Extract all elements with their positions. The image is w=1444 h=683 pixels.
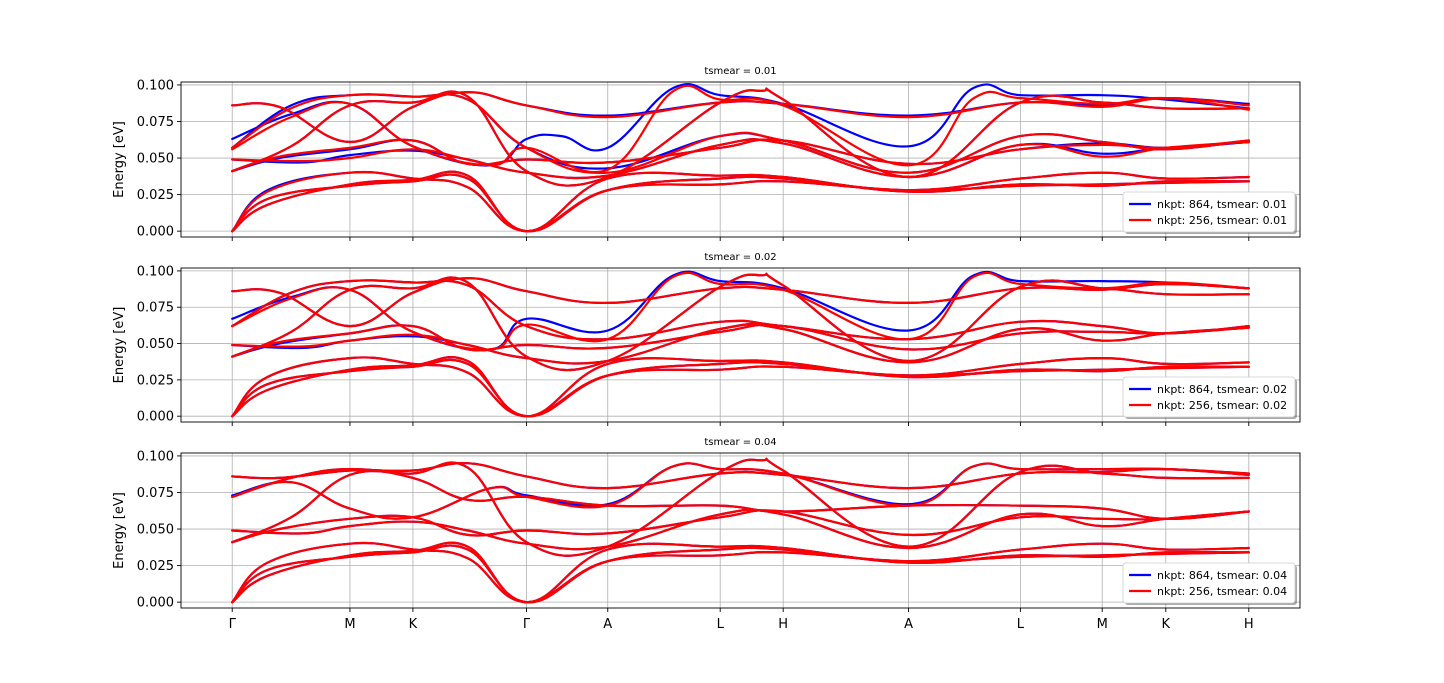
y-tick-label-0: 0.000 [137, 225, 174, 240]
x-tick-label-3: Γ [523, 617, 531, 632]
series-2-band-7 [231, 462, 1250, 490]
x-tick-label-8: L [1017, 617, 1025, 632]
y-tick-label-1: 0.025 [137, 373, 174, 388]
legend-entry-2: nkpt: 256, tsmear: 0.01 [1157, 214, 1287, 227]
series-lines [231, 270, 1250, 418]
series-2-band-3 [231, 170, 1250, 233]
y-tick-label-1: 0.025 [137, 559, 174, 574]
legend-entry-2: nkpt: 256, tsmear: 0.04 [1157, 585, 1287, 598]
panel-1: 0.000 0.025 0.050 0.075 0.100 tsmear = 0.01 En… [112, 66, 1301, 241]
y-tick-label-4: 0.100 [137, 264, 174, 279]
legend-entry-1: nkpt: 864, tsmear: 0.02 [1157, 383, 1287, 396]
panel-2: 0.000 0.025 0.050 0.075 0.100 tsmear = 0.02 En… [112, 252, 1301, 426]
series-2-band-5 [231, 508, 1250, 551]
series-2-band-2 [231, 542, 1250, 604]
y-tick-label-0: 0.000 [137, 596, 174, 611]
x-tick-label-6: H [778, 617, 788, 632]
panel-title: tsmear = 0.01 [704, 66, 776, 77]
y-tick-label-3: 0.075 [137, 486, 174, 501]
y-tick-label-4: 0.100 [137, 78, 174, 93]
panel-3: 0.000 0.025 0.050 0.075 0.100 Γ M K Γ A L H A L M K Htsm… [112, 437, 1301, 632]
x-tick-label-0: Γ [229, 617, 237, 632]
y-axis-label: Energy [eV] [112, 121, 127, 198]
x-tick-label-7: A [904, 617, 913, 632]
y-axis-label: Energy [eV] [112, 307, 127, 384]
legend: nkpt: 864, tsmear: 0.02 nkpt: 256, tsmear… [1122, 376, 1297, 419]
series-lines [231, 457, 1250, 604]
series-2-band-2 [231, 357, 1250, 418]
series-2-band-3 [231, 356, 1250, 418]
x-tick-label-5: L [717, 617, 725, 632]
series-2-band-4 [231, 323, 1250, 358]
series-2-band-3 [231, 541, 1250, 604]
axes-frame [180, 452, 1301, 609]
series-2-band-6 [231, 462, 1250, 520]
series-2-band-2 [231, 171, 1250, 233]
legend: nkpt: 864, tsmear: 0.04 nkpt: 256, tsmear… [1122, 562, 1297, 605]
series-2-band-5 [231, 138, 1250, 180]
series-2-band-9 [231, 457, 1250, 557]
x-tick-label-4: A [603, 617, 612, 632]
series-1-band-7 [231, 277, 1250, 328]
panel-title: tsmear = 0.02 [704, 252, 776, 263]
x-tick-label-2: K [409, 617, 418, 632]
legend-entry-1: nkpt: 864, tsmear: 0.04 [1157, 569, 1287, 582]
series-2-band-8 [231, 93, 1250, 175]
series-2-band-8 [231, 279, 1250, 341]
axes-frame [180, 81, 1301, 238]
y-tick-label-0: 0.000 [137, 410, 174, 425]
series-2-band-7 [231, 277, 1250, 328]
series-2-band-9 [231, 87, 1250, 187]
series-lines [231, 82, 1250, 233]
y-tick-label-3: 0.075 [137, 115, 174, 130]
legend: nkpt: 864, tsmear: 0.01 nkpt: 256, tsmear… [1122, 191, 1297, 234]
y-tick-label-1: 0.025 [137, 188, 174, 203]
y-tick-label-4: 0.100 [137, 449, 174, 464]
series-2-band-6 [231, 84, 1250, 173]
y-tick-label-2: 0.050 [137, 337, 174, 352]
y-tick-label-3: 0.075 [137, 301, 174, 316]
panel-title: tsmear = 0.04 [704, 437, 776, 448]
legend-entry-1: nkpt: 864, tsmear: 0.01 [1157, 198, 1287, 211]
series-2-band-4 [231, 138, 1250, 173]
y-tick-label-2: 0.050 [137, 152, 174, 167]
y-axis-label: Energy [eV] [112, 492, 127, 569]
axes-frame [180, 267, 1301, 423]
x-tick-label-9: M [1097, 617, 1108, 632]
y-tick-label-2: 0.050 [137, 523, 174, 538]
x-tick-label-11: H [1244, 617, 1254, 632]
series-2-band-7 [231, 91, 1250, 144]
legend-entry-2: nkpt: 256, tsmear: 0.02 [1157, 399, 1287, 412]
x-tick-label-1: M [344, 617, 355, 632]
series-2-band-5 [231, 322, 1250, 365]
x-tick-label-10: K [1162, 617, 1171, 632]
series-1-band-7 [231, 462, 1250, 490]
series-2-band-9 [231, 272, 1250, 372]
